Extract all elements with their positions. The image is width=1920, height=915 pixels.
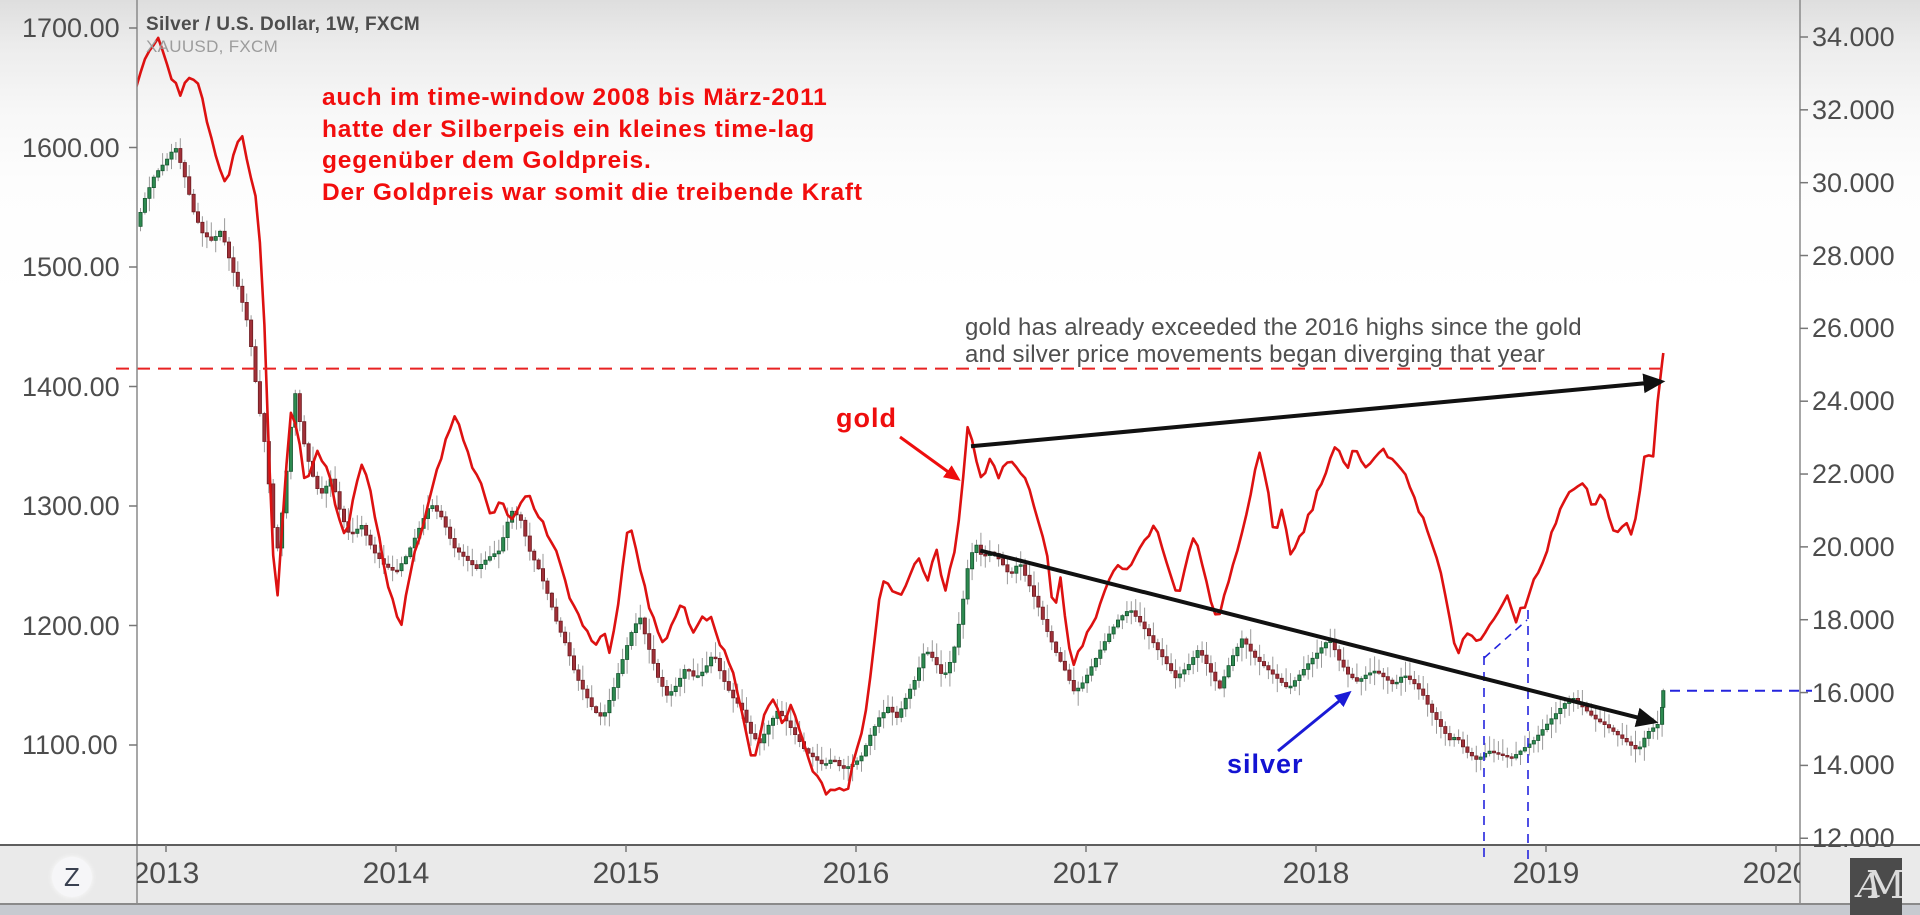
right-axis-label: 28.000	[1812, 240, 1895, 271]
time-axis-label: 2016	[822, 857, 890, 890]
german-annotation: auch im time-window 2008 bis März-2011 h…	[322, 82, 863, 208]
logo-letter-a: A	[1857, 866, 1882, 906]
right-axis-label: 16.000	[1812, 677, 1895, 708]
bottom-strip	[0, 905, 1920, 915]
gold-series-label: gold	[836, 403, 897, 433]
english-annotation-line: and silver price movements began divergi…	[965, 341, 1546, 368]
silver-candles-up	[138, 148, 1666, 769]
left-axis-label: 1200.00	[22, 610, 120, 641]
right-axis-label: 12.000	[1812, 823, 1895, 847]
german-annotation-line: hatte der Silberpeis ein kleines time-la…	[322, 115, 816, 143]
silver-candle-wicks	[140, 138, 1664, 782]
right-axis-label: 14.000	[1812, 750, 1895, 781]
right-axis-label: 32.000	[1812, 94, 1895, 125]
right-axis-label: 22.000	[1812, 459, 1895, 490]
left-axis-label: 1600.00	[22, 132, 120, 163]
german-annotation-line: Der Goldpreis war somit die treibende Kr…	[322, 178, 863, 206]
german-annotation-line: gegenüber dem Goldpreis.	[322, 147, 652, 174]
right-axis-label: 26.000	[1812, 313, 1895, 344]
left-axis-label: 1700.00	[22, 13, 120, 43]
silver-trend-arrow[interactable]	[979, 548, 1659, 727]
gold-trend-arrow[interactable]	[970, 373, 1666, 449]
gold-pointer-arrow[interactable]	[899, 435, 961, 481]
z-shortcut-label: Z	[64, 861, 80, 892]
right-axis-label: 30.000	[1812, 167, 1895, 198]
english-annotation: gold has already exceeded the 2016 highs…	[965, 314, 1582, 368]
plot-area[interactable]	[136, 36, 1666, 796]
time-axis-label: 2018	[1282, 857, 1350, 890]
silver-candles-down	[178, 148, 1638, 769]
left-price-axis[interactable]: 1700.00 1600.00 1500.00 1400.00 1300.00 1200.…	[0, 0, 135, 847]
left-axis-label: 1400.00	[22, 371, 120, 402]
german-annotation-line: auch im time-window 2008 bis März-2011	[322, 84, 828, 111]
silver-series-label: silver	[1227, 749, 1304, 779]
overlay-symbol-title: XAUUSD, FXCM	[146, 37, 279, 56]
right-axis-label: 18.000	[1812, 604, 1895, 635]
divergence-diagonal[interactable]	[1483, 619, 1528, 659]
time-axis-label: 2019	[1512, 857, 1580, 890]
left-axis-label: 1300.00	[22, 491, 120, 521]
right-axis-label: 20.000	[1812, 531, 1895, 562]
time-axis-bar[interactable]	[0, 845, 1920, 905]
english-annotation-line: gold has already exceeded the 2016 highs…	[965, 314, 1582, 341]
z-shortcut-button[interactable]: Z	[52, 857, 92, 897]
time-axis-label: 2015	[592, 857, 660, 890]
time-axis-label: 2013	[137, 857, 200, 890]
silver-pointer-arrow[interactable]	[1277, 690, 1352, 753]
time-axis-label: 2014	[362, 857, 430, 890]
gold-price-line	[137, 36, 1665, 796]
right-axis-label: 24.000	[1812, 386, 1895, 417]
watermark-logo: A M	[1850, 858, 1902, 915]
time-axis[interactable]: 2013 2014 2015 2016 2017 2018 2019 2020	[137, 845, 1800, 903]
left-axis-label: 1100.00	[22, 730, 118, 760]
logo-letter-m: M	[1866, 863, 1902, 907]
time-axis-label: 2017	[1052, 857, 1120, 890]
symbol-title: Silver / U.S. Dollar, 1W, FXCM	[146, 14, 421, 35]
right-axis-label: 34.000	[1812, 22, 1895, 52]
right-price-axis[interactable]: 34.000 32.000 30.000 28.000 26.000 24.000 22.0…	[1800, 0, 1920, 847]
time-axis-label: 2020	[1742, 857, 1800, 890]
left-axis-label: 1500.00	[22, 252, 120, 282]
